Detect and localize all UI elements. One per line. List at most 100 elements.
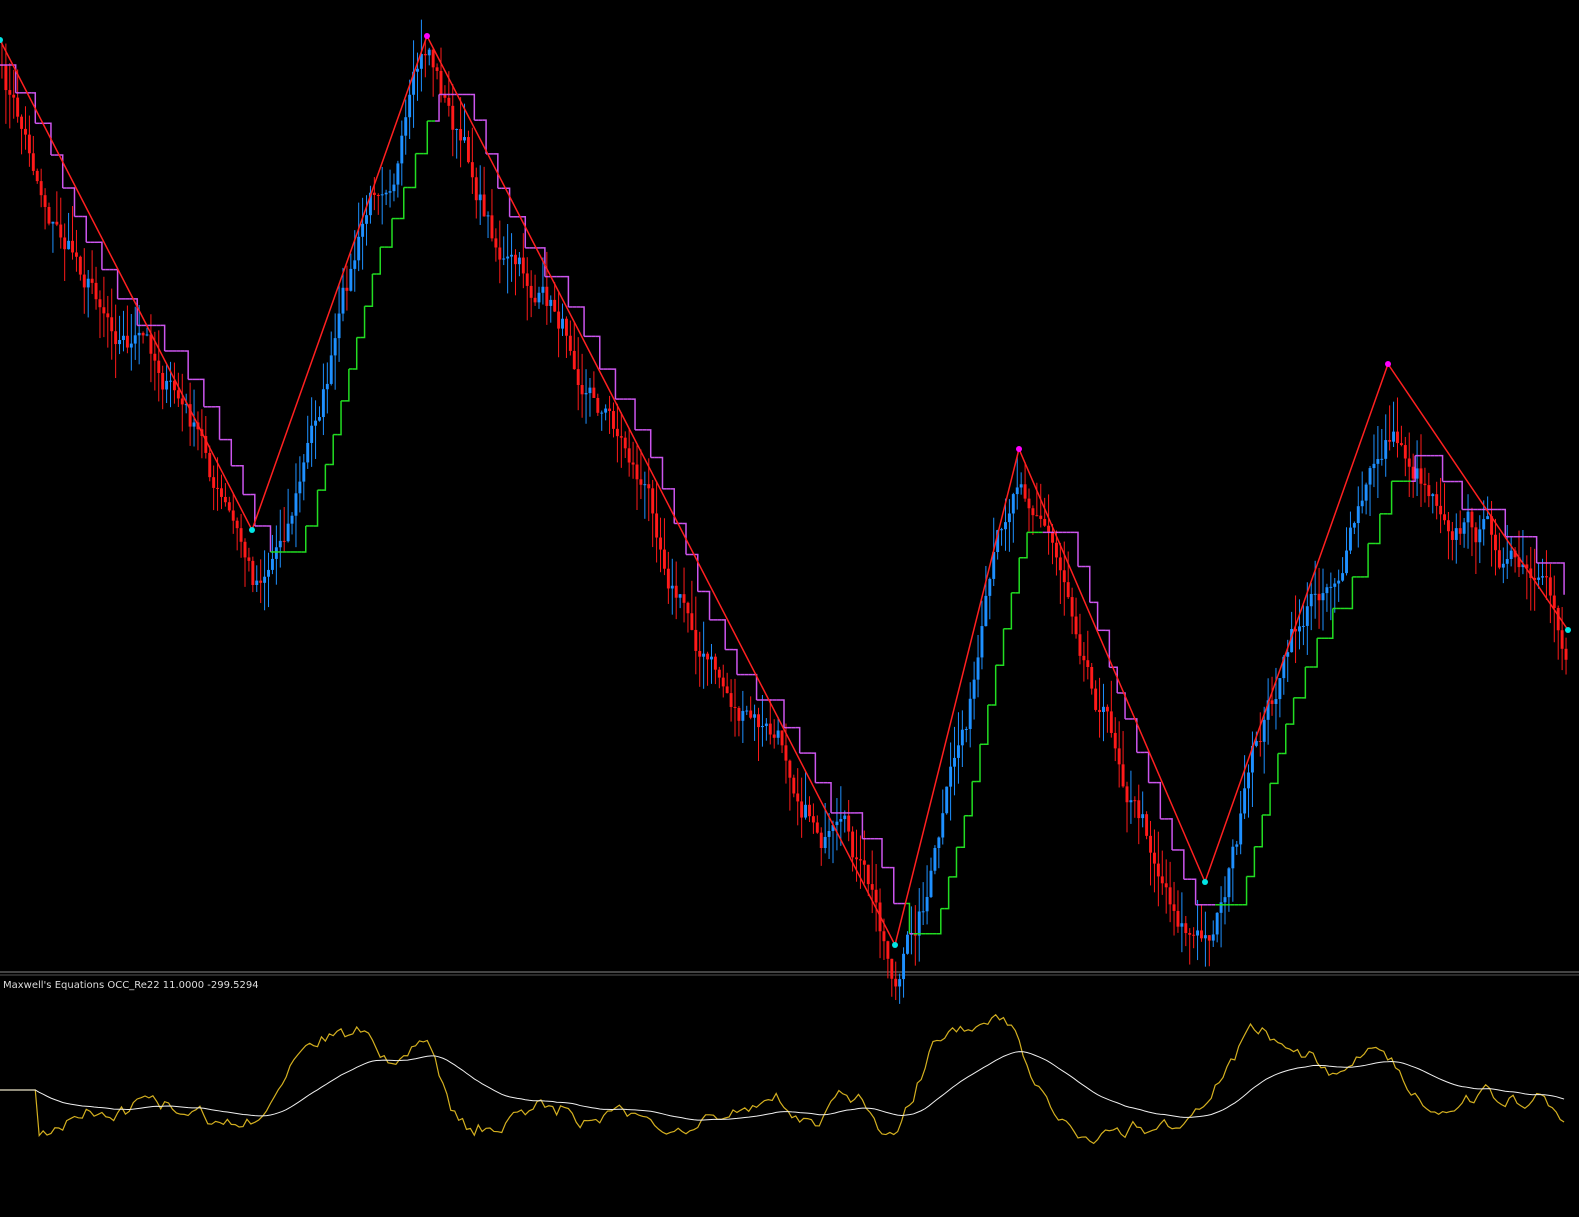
- candle-body: [968, 698, 972, 730]
- candle-body: [267, 569, 270, 577]
- candle-body: [157, 360, 161, 373]
- candle-body: [1509, 550, 1513, 560]
- trailing-step: [1007, 592, 1013, 630]
- candle-body: [133, 335, 137, 344]
- candle-body: [482, 194, 486, 217]
- candle-body: [768, 723, 772, 735]
- candle-body: [1094, 688, 1098, 710]
- candle-body: [745, 710, 749, 712]
- candle-body: [545, 286, 549, 306]
- candle-body: [427, 49, 431, 56]
- candle-body: [1239, 813, 1243, 845]
- candle-body: [847, 815, 851, 832]
- candle-body: [451, 105, 455, 130]
- candle-body: [592, 387, 596, 398]
- candle-body: [604, 408, 608, 413]
- candle-body: [1419, 468, 1423, 484]
- candle-body: [702, 653, 706, 657]
- candle-body: [584, 393, 588, 395]
- candle-body: [541, 286, 545, 293]
- candle-body: [270, 558, 274, 570]
- trailing-step: [905, 902, 911, 934]
- trailing-step: [301, 525, 307, 553]
- candle-body: [886, 941, 890, 959]
- candle-body: [862, 860, 866, 865]
- trailing-step: [1387, 481, 1393, 515]
- candle-body: [1321, 593, 1325, 601]
- candle-body: [247, 557, 251, 561]
- candle-body: [55, 221, 59, 225]
- trailing-step: [82, 215, 87, 243]
- candle-body: [808, 804, 811, 817]
- candle-body: [737, 707, 741, 721]
- candle-body: [1466, 511, 1470, 523]
- candle-body: [102, 307, 106, 314]
- trailing-step: [227, 438, 233, 466]
- candle-body: [478, 194, 482, 201]
- trailing-step: [1015, 557, 1020, 594]
- candle-body: [1102, 706, 1105, 713]
- oscillator-line: [0, 1013, 1565, 1145]
- candle-body: [882, 931, 886, 942]
- candle-body: [639, 479, 643, 485]
- trailing-step: [344, 368, 350, 402]
- candle-body: [564, 318, 568, 336]
- candle-body: [721, 677, 725, 687]
- trailing-step: [376, 247, 381, 275]
- candle-body: [149, 334, 153, 354]
- candle-body: [172, 380, 176, 391]
- candle-body: [333, 338, 337, 356]
- candle-body: [815, 822, 819, 833]
- candle-body: [1325, 587, 1329, 594]
- candle-body: [1356, 506, 1360, 524]
- candle-body: [561, 318, 564, 329]
- candle-body: [529, 285, 533, 298]
- trailing-step: [329, 434, 334, 466]
- candle-body: [1521, 564, 1525, 568]
- candle-body: [94, 282, 98, 300]
- trailing-step: [313, 490, 319, 527]
- candle-body: [690, 613, 694, 630]
- candle-body: [51, 221, 55, 224]
- candle-body: [1403, 445, 1407, 459]
- candle-body: [772, 734, 776, 738]
- candle-body: [1137, 800, 1141, 819]
- candle-body: [858, 859, 862, 861]
- candle-body: [400, 135, 404, 164]
- trailing-step: [960, 815, 966, 849]
- trailing-step: [31, 92, 37, 124]
- candle-body: [1000, 529, 1004, 531]
- candle-body: [1223, 897, 1227, 903]
- candle-body: [788, 760, 792, 778]
- candle-body: [1407, 458, 1411, 467]
- trailing-step: [184, 350, 189, 380]
- candle-body: [804, 804, 808, 818]
- candle-body: [1384, 440, 1388, 459]
- candle-body: [122, 335, 125, 341]
- trailing-step: [1266, 783, 1271, 816]
- candle-body: [1497, 550, 1501, 568]
- trailing-step: [540, 247, 546, 277]
- candle-body: [1392, 431, 1396, 442]
- candle-body: [302, 462, 306, 482]
- trailing-step: [521, 216, 527, 248]
- candle-body: [1266, 700, 1270, 720]
- candle-body: [321, 389, 325, 418]
- candle-body: [243, 541, 247, 558]
- candle-body: [259, 580, 263, 583]
- candle-body: [976, 657, 980, 680]
- candle-body: [47, 206, 51, 224]
- candle-body: [1494, 534, 1497, 551]
- candle-body: [729, 693, 733, 707]
- candle-body: [996, 530, 1000, 553]
- candle-body: [725, 686, 729, 694]
- candle-body: [1231, 846, 1235, 869]
- candle-body: [588, 387, 592, 394]
- candle-body: [866, 864, 870, 885]
- candle-body: [184, 404, 188, 406]
- candle-body: [71, 240, 74, 253]
- candle-body: [1015, 487, 1019, 495]
- candle-body: [4, 65, 8, 91]
- candle-body: [212, 477, 216, 488]
- candle-body: [290, 515, 294, 524]
